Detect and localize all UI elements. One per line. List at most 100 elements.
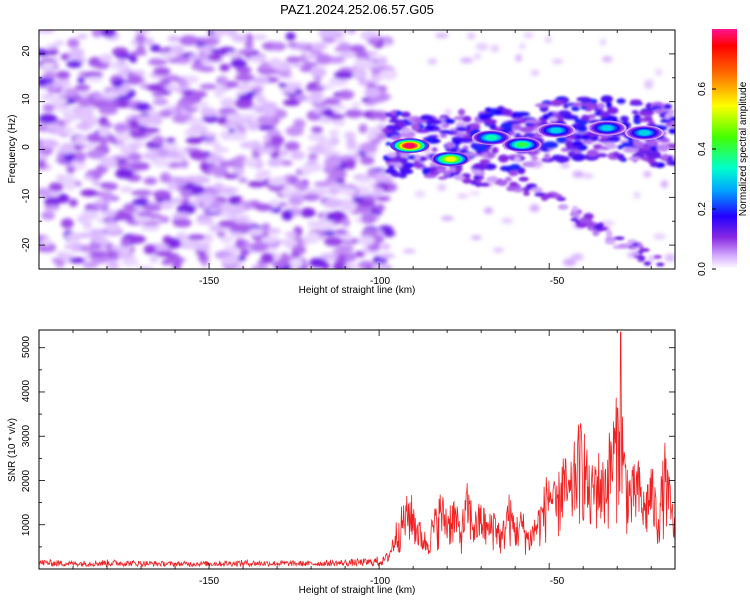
spectrogram-blob — [43, 204, 60, 211]
spectrogram-blob — [204, 233, 214, 243]
spectrogram-blob — [228, 232, 245, 238]
spectrogram-blob — [629, 99, 642, 104]
spectrogram-blob — [67, 38, 80, 49]
spectrogram-blob — [234, 97, 254, 109]
spectrogram-blob — [127, 152, 142, 162]
spectrogram-blob — [238, 113, 259, 120]
spectrogram-blob — [437, 176, 448, 180]
snr-panel: -150 -100 -50 Height of straight line (k… — [7, 329, 676, 596]
spectrogram-blob — [364, 100, 377, 106]
spectrogram-blob — [572, 140, 584, 147]
spectrogram-blob — [149, 151, 159, 161]
spectrogram-blob — [63, 151, 76, 162]
spectrogram-blob — [323, 97, 342, 106]
spectrogram-blob — [100, 157, 118, 168]
spectrogram-blob — [484, 207, 493, 214]
spectrogram-blob — [475, 42, 489, 51]
spectrogram-blob — [643, 261, 652, 266]
spectrogram-blob — [617, 243, 630, 249]
spectrogram-blob — [89, 250, 108, 258]
spectrogram-blob — [508, 170, 519, 177]
spectrogram-blob — [91, 168, 103, 180]
spectrogram-blob — [146, 84, 165, 92]
spectrogram-blob — [114, 142, 127, 148]
spectrogram-blob — [431, 171, 440, 176]
spectrogram-blob — [431, 147, 438, 153]
spectrogram-blob — [62, 111, 72, 119]
spectrogram-blob — [147, 58, 168, 66]
spectrogram-blob — [165, 84, 177, 92]
spectrogram-blob — [514, 156, 521, 163]
spectrogram-blob — [39, 113, 58, 124]
spectrogram-blob — [453, 175, 466, 181]
spectrogram-blob — [375, 204, 385, 212]
spectrogram-blob — [583, 173, 594, 179]
spectrogram-blob — [502, 108, 510, 116]
spectrogram-blob — [329, 114, 345, 120]
spectrogram-blob — [606, 115, 618, 122]
spectrogram-blob — [98, 126, 110, 137]
spectrogram-blob — [596, 153, 608, 158]
spectrogram-blob — [48, 182, 64, 192]
spectrogram-blob — [445, 141, 454, 149]
spectrogram-blob — [399, 169, 414, 175]
spectrogram-blob — [68, 198, 78, 207]
spectrogram-blob — [437, 183, 447, 192]
spectrogram-blob — [136, 44, 146, 54]
spectrogram-blob — [497, 179, 508, 187]
spectrogram-blob — [74, 84, 91, 92]
spectrogram-blob — [523, 32, 534, 39]
spectrogram-blob — [226, 113, 238, 123]
spectrogram-blob — [207, 154, 225, 165]
spectrogram-blob — [80, 189, 98, 197]
spectrogram-blob — [583, 213, 594, 220]
spectrogram-blob — [228, 195, 242, 206]
spectrogram-blob — [223, 173, 239, 179]
spectrogram-blob — [270, 135, 285, 146]
spectrogram-blob — [599, 111, 610, 118]
spectrogram-blob — [619, 115, 629, 123]
spectrogram-blob — [109, 245, 128, 251]
spectrogram-blob — [523, 191, 530, 196]
spectrogram-blob — [470, 235, 482, 240]
spectrogram-blob — [78, 123, 92, 131]
spectrogram-blob — [141, 220, 161, 226]
spectrogram-blob — [159, 215, 170, 223]
spectrogram-blob — [498, 154, 509, 163]
spectrogram-blob — [322, 143, 334, 151]
spectrogram-blob — [165, 137, 176, 143]
spectrogram-blob — [160, 200, 174, 210]
top-xtick-label-1: -100 — [370, 276, 390, 287]
spectrogram-blob — [56, 251, 67, 260]
spectrogram-blob — [136, 265, 154, 269]
spectrogram-blob — [378, 253, 396, 259]
spectrogram-blob — [250, 265, 270, 269]
spectrogram-blob — [317, 138, 332, 145]
spectrogram-blob — [174, 105, 183, 116]
spectrogram-blob — [380, 243, 391, 250]
spectrogram-blob — [358, 235, 375, 246]
spectrogram-blob — [219, 63, 231, 72]
spectrogram-blob — [560, 163, 570, 168]
spectrogram-blob — [349, 44, 366, 53]
spectrogram-blob — [176, 203, 197, 215]
spectrogram-blob — [462, 115, 472, 123]
spectrogram-blob — [468, 191, 481, 196]
colorbar-gradient — [712, 29, 737, 269]
spectrogram-blob — [511, 124, 522, 131]
spectrogram-blob — [493, 247, 504, 253]
spectrogram-blob — [543, 193, 554, 199]
spectrogram-blob — [521, 161, 536, 168]
spectrogram-blob — [414, 154, 421, 162]
snr-series-line — [39, 331, 675, 568]
spectrogram-blob — [390, 135, 402, 141]
spectrogram-blob — [600, 95, 613, 103]
spectrogram-blob — [529, 204, 540, 213]
spectrogram-blob — [283, 238, 298, 249]
spectrogram-blob — [247, 120, 259, 131]
spectrogram-blob — [105, 215, 115, 224]
spectrogram-blob — [328, 129, 340, 136]
spectrogram-blob — [455, 126, 468, 132]
spectrogram-blob — [473, 53, 481, 59]
spectrogram-blob — [115, 101, 132, 108]
